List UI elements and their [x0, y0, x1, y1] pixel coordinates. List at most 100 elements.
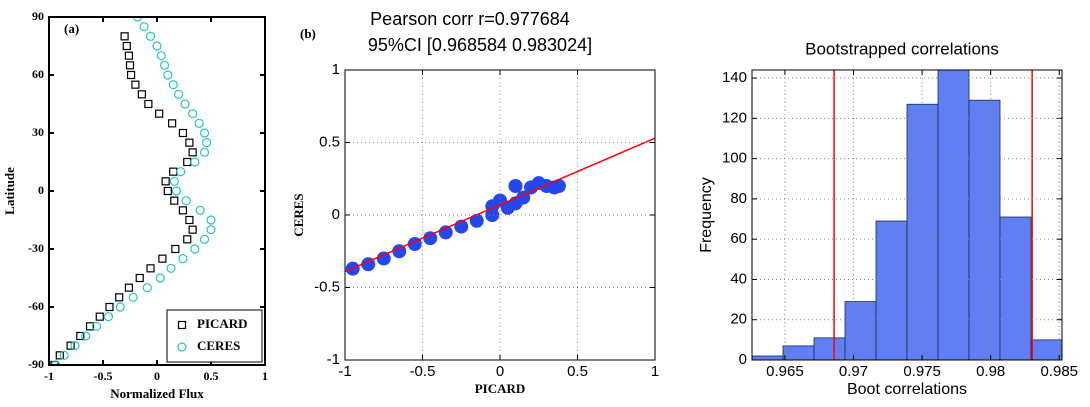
y-tick-label: 0.5 [319, 133, 340, 150]
axes-frame [344, 69, 656, 361]
point [170, 196, 179, 205]
point [158, 254, 167, 263]
chart-title: Bootstrapped correlations [805, 39, 999, 58]
point [178, 206, 188, 215]
point [188, 109, 198, 119]
chart-title: Pearson corr r=0.977684 [370, 9, 570, 29]
x-tick-label: -0.5 [410, 363, 436, 380]
point [168, 80, 178, 90]
x-axis-label: PICARD [475, 381, 526, 396]
point [190, 157, 200, 167]
point [146, 264, 155, 273]
y-axis-label: Latitude [2, 167, 17, 215]
point [190, 244, 200, 254]
point [185, 138, 194, 147]
bar [813, 337, 846, 360]
legend-label: CERES [197, 338, 240, 353]
y-tick-label: 120 [722, 109, 747, 126]
point [70, 341, 80, 351]
point [166, 263, 176, 273]
point [174, 89, 184, 99]
plot-area [345, 137, 655, 276]
point [155, 273, 165, 283]
point [152, 41, 162, 51]
y-tick-label: -1 [327, 351, 340, 368]
bar [1030, 339, 1062, 360]
x-tick-label: 1 [651, 363, 659, 380]
point [126, 70, 136, 80]
y-tick-label: -30 [28, 241, 44, 255]
y-tick-label: 0 [739, 351, 747, 368]
point [185, 215, 194, 225]
point [91, 321, 102, 331]
y-tick-label: 1 [332, 61, 340, 78]
bar [752, 355, 784, 360]
point [142, 283, 152, 293]
point [115, 293, 124, 302]
point [124, 283, 134, 292]
point [155, 109, 164, 118]
point [169, 167, 178, 176]
x-tick-label: 0.98 [976, 363, 1005, 380]
x-axis-label: Boot correlations [847, 381, 967, 398]
point [59, 350, 69, 360]
point [206, 215, 216, 225]
point [163, 186, 172, 196]
point [423, 231, 438, 246]
point [181, 196, 191, 206]
point [188, 225, 197, 234]
point [103, 312, 114, 322]
y-tick-label: 60 [32, 67, 44, 81]
y-axis-label: CERES [291, 193, 306, 236]
x-tick-label: 0.965 [766, 363, 804, 380]
y-axis-label: Frequency [698, 177, 715, 253]
chart-subtitle: 95%CI [0.968584 0.983024] [368, 35, 592, 55]
point [159, 60, 170, 70]
bar [844, 301, 877, 360]
y-tick-label: 0 [38, 183, 44, 197]
point [81, 331, 91, 341]
point [202, 138, 212, 148]
point [161, 177, 170, 186]
x-tick-label: 0.985 [1040, 363, 1078, 380]
y-tick-label: 40 [730, 270, 747, 287]
point [145, 31, 156, 41]
point [55, 351, 64, 360]
point [168, 119, 177, 128]
y-tick-label: 100 [722, 150, 747, 167]
point [122, 41, 131, 51]
point [188, 148, 197, 157]
legend-label: PICARD [197, 316, 248, 331]
bar [906, 103, 939, 360]
point [50, 360, 61, 365]
axes-frame [751, 69, 1063, 361]
point [85, 322, 95, 331]
x-tick-label: 0.97 [839, 363, 868, 380]
point [76, 331, 85, 341]
point [124, 51, 134, 60]
point [137, 90, 146, 99]
x-tick-label: 0.975 [903, 363, 941, 380]
point [163, 70, 173, 80]
plot-area [752, 70, 1062, 360]
x-tick-label: -1 [44, 369, 54, 383]
point [115, 302, 125, 312]
point [376, 251, 391, 266]
x-tick-label: 0 [496, 363, 504, 380]
point [105, 302, 114, 312]
point [392, 244, 407, 259]
x-tick-label: 0 [154, 369, 160, 383]
y-tick-label: -0.5 [314, 278, 340, 295]
x-tick-label: -0.5 [94, 369, 113, 383]
point [178, 254, 188, 264]
point [125, 61, 135, 70]
point [66, 341, 75, 350]
x-axis-label: Normalized Flux [110, 386, 204, 401]
point [183, 235, 192, 244]
point [206, 225, 216, 235]
bar [782, 345, 815, 360]
point [195, 205, 205, 215]
point [128, 292, 138, 302]
y-tick-label: 90 [32, 9, 44, 23]
